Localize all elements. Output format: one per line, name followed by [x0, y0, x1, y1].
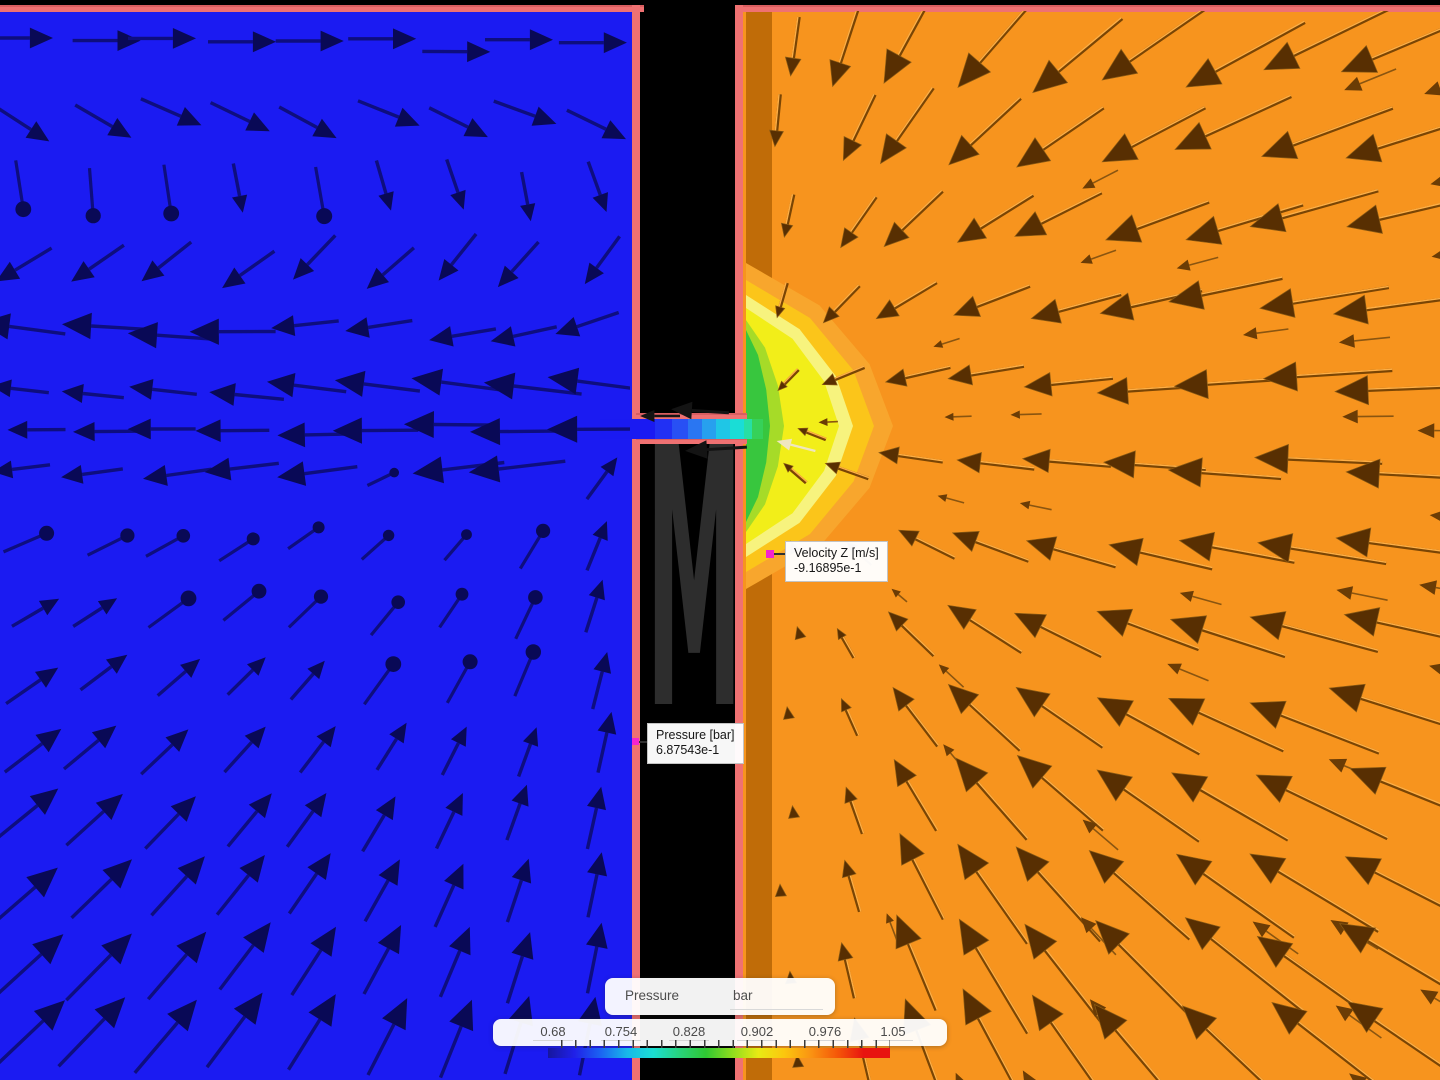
- velocity-probe-connector: [774, 553, 786, 555]
- legend-tick: 0.828: [669, 1024, 709, 1041]
- colorbar-tick-marks: [548, 1040, 890, 1048]
- legend-unit-input[interactable]: bar: [733, 988, 753, 1003]
- velocity-probe-label[interactable]: Velocity Z [m/s] -9.16895e-1: [785, 541, 888, 582]
- pressure-probe-title: Pressure [bar]: [656, 728, 735, 742]
- pressure-probe-marker[interactable]: [632, 738, 639, 745]
- velocity-probe-value: -9.16895e-1: [794, 561, 862, 575]
- colorbar-gradient: [548, 1048, 890, 1058]
- legend-tick: 0.976: [805, 1024, 845, 1041]
- legend-tick: 1.05: [873, 1024, 913, 1041]
- legend-tick: 0.902: [737, 1024, 777, 1041]
- legend-tick: 0.68: [533, 1024, 573, 1041]
- legend-unit-underline: [730, 1009, 823, 1010]
- pressure-probe-connector: [639, 741, 648, 743]
- legend-field-box: Pressure bar: [605, 978, 835, 1015]
- velocity-probe-title: Velocity Z [m/s]: [794, 546, 879, 560]
- velocity-probe-marker[interactable]: [766, 550, 774, 558]
- legend-field-select[interactable]: Pressure: [625, 988, 680, 1003]
- pressure-probe-label[interactable]: Pressure [bar] 6.87543e-1: [647, 723, 744, 764]
- legend-tick: 0.754: [601, 1024, 641, 1041]
- pressure-probe-value: 6.87543e-1: [656, 743, 720, 757]
